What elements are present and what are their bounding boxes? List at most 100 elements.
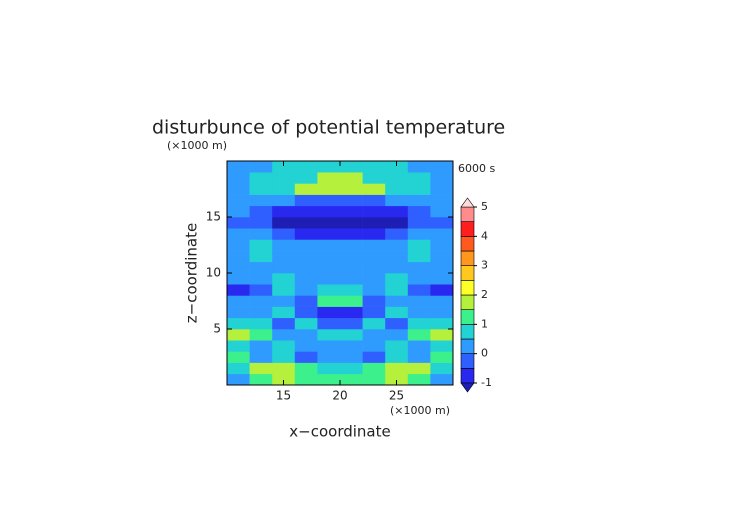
contour-cell xyxy=(317,340,341,352)
contour-cell xyxy=(407,161,431,173)
contour-cell xyxy=(340,194,363,207)
colorbar-segment xyxy=(460,353,475,369)
colorbar-segment xyxy=(460,338,475,354)
contour-cell xyxy=(385,183,409,195)
contour-cell xyxy=(340,317,363,330)
contour-cell xyxy=(385,205,409,218)
contour-cell xyxy=(385,329,409,341)
contour-cell xyxy=(294,217,318,229)
contour-cell xyxy=(294,329,318,341)
contour-cell xyxy=(407,329,431,341)
contour-cell xyxy=(227,329,250,341)
contour-cell xyxy=(340,340,363,352)
contour-cell xyxy=(407,172,431,184)
contour-cell xyxy=(227,183,250,195)
contour-cell xyxy=(407,340,431,352)
contour-cell xyxy=(317,295,341,307)
contour-cell xyxy=(294,317,318,330)
contour-cell xyxy=(362,239,386,251)
contour-cell xyxy=(407,228,431,240)
contour-cell xyxy=(340,250,363,263)
contour-cell xyxy=(227,194,250,207)
contour-cell xyxy=(317,373,341,386)
contour-cell xyxy=(407,362,431,375)
contour-cell xyxy=(385,284,409,296)
contour-cell xyxy=(385,250,409,263)
colorbar-tick-label: 4 xyxy=(481,229,488,242)
contour-cell xyxy=(385,217,409,229)
contour-cell xyxy=(249,172,273,184)
contour-cell xyxy=(227,161,250,173)
contour-cell xyxy=(317,362,341,375)
contour-cell xyxy=(385,194,409,207)
colorbar-segment xyxy=(460,324,475,340)
contour-cell xyxy=(272,194,296,207)
contour-cell xyxy=(385,228,409,240)
contour-cell xyxy=(430,284,454,296)
colorbar-tick-label: 3 xyxy=(481,259,488,272)
contour-cell xyxy=(317,205,341,218)
contour-cell xyxy=(272,261,296,274)
contour-cell xyxy=(385,172,409,184)
contour-cell xyxy=(430,329,454,341)
y-tick-label: 10 xyxy=(206,266,221,280)
contour-cell xyxy=(407,261,431,274)
contour-cell xyxy=(272,362,296,375)
contour-cell xyxy=(317,250,341,263)
contour-cell xyxy=(430,194,454,207)
contour-cell xyxy=(294,250,318,263)
contour-cell xyxy=(340,329,363,341)
contour-cell xyxy=(385,340,409,352)
contour-cell xyxy=(340,161,363,173)
contour-cell xyxy=(385,261,409,274)
contour-cell xyxy=(362,250,386,263)
contour-cell xyxy=(340,172,363,184)
contour-cell xyxy=(249,194,273,207)
contour-cell xyxy=(249,306,273,319)
contour-cell xyxy=(272,273,296,285)
contour-cell xyxy=(340,295,363,307)
contour-cell xyxy=(317,172,341,184)
colorbar-segment xyxy=(460,309,475,325)
contour-cell xyxy=(317,273,341,285)
contour-cell xyxy=(249,340,273,352)
contour-cell xyxy=(272,317,296,330)
y-unit: (×1000 m) xyxy=(167,139,227,152)
contour-cell xyxy=(272,329,296,341)
contour-cell xyxy=(294,340,318,352)
contour-cell xyxy=(249,373,273,386)
contour-cell xyxy=(430,205,454,218)
contour-cell xyxy=(362,217,386,229)
contour-cell xyxy=(430,362,454,375)
contour-cell xyxy=(227,250,250,263)
contour-cell xyxy=(430,172,454,184)
contour-cell xyxy=(362,340,386,352)
contour-cell xyxy=(317,351,341,363)
contour-cell xyxy=(407,250,431,263)
contour-cell xyxy=(227,228,250,240)
colorbar-tick-label: -1 xyxy=(481,376,492,389)
contour-cell xyxy=(294,362,318,375)
contour-cell xyxy=(430,228,454,240)
colorbar-segment xyxy=(460,294,475,310)
colorbar-triangle-low xyxy=(460,382,475,393)
contour-cell xyxy=(272,373,296,386)
contour-cell xyxy=(294,373,318,386)
contour-cell xyxy=(362,351,386,363)
contour-cell xyxy=(317,194,341,207)
contour-cell xyxy=(385,273,409,285)
contour-cell xyxy=(385,239,409,251)
contour-cell xyxy=(362,329,386,341)
contour-cell xyxy=(340,284,363,296)
contour-cell xyxy=(317,228,341,240)
contour-cell xyxy=(249,362,273,375)
contour-cell xyxy=(227,373,250,386)
contour-cell xyxy=(362,317,386,330)
contour-cell xyxy=(362,172,386,184)
contour-cell xyxy=(317,261,341,274)
contour-cell xyxy=(430,273,454,285)
contour-cell xyxy=(317,284,341,296)
x-unit: (×1000 m) xyxy=(390,404,450,417)
contour-cell xyxy=(362,161,386,173)
contour-cell xyxy=(227,340,250,352)
